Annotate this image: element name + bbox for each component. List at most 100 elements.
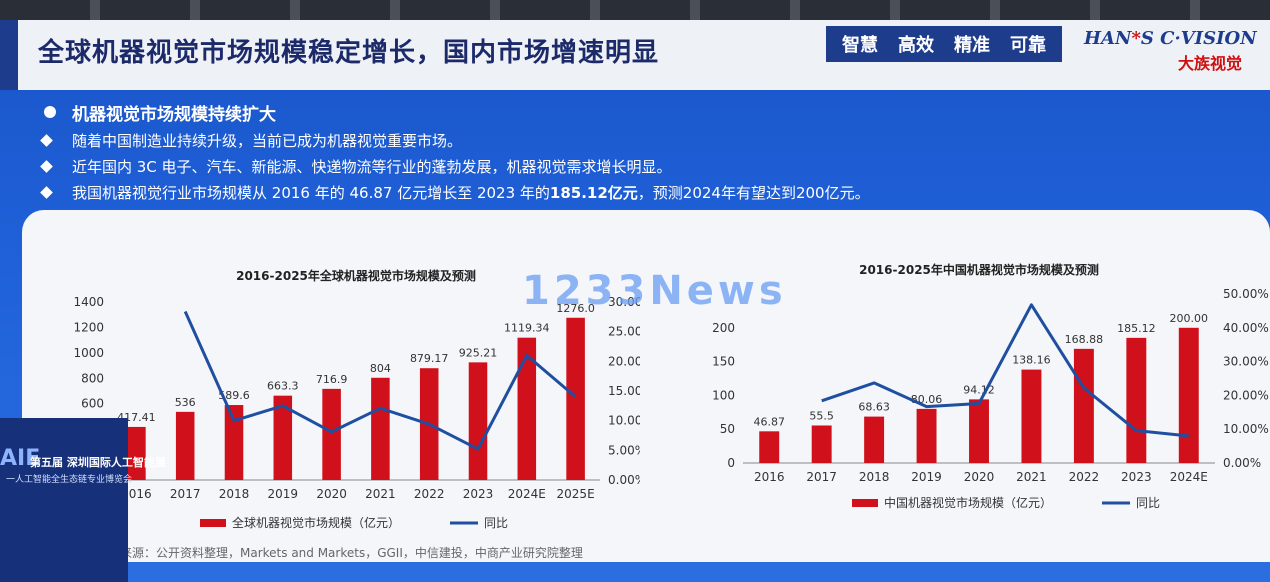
bullet-3-c: ，预测2024年有望达到200亿元。 <box>637 184 870 202</box>
global-market-chart: 2016-2025年全球机器视觉市场规模及预测 600 800 1000 1200 140… <box>73 268 640 530</box>
left-axis-tick: 100 <box>712 388 735 402</box>
bar <box>864 416 885 463</box>
x-axis-tick: 2019 <box>268 487 299 501</box>
bar <box>916 408 937 463</box>
bullet-2: 近年国内 3C 电子、汽车、新能源、快递物流等行业的蓬勃发展，机器视觉需求增长明… <box>36 156 870 182</box>
top-frame <box>0 0 1270 20</box>
bar-data-label: 716.9 <box>316 373 348 386</box>
bar-data-label: 925.21 <box>459 346 498 359</box>
x-axis-tick: 2020 <box>964 470 995 484</box>
header-stripe <box>0 20 18 90</box>
x-axis-tick: 2021 <box>365 487 396 501</box>
expo-subtitle: 一人工智能全生态链专业博览会 <box>6 475 133 485</box>
expo-logo: AIE <box>0 446 41 471</box>
bar <box>322 388 341 480</box>
bar-data-label: 168.88 <box>1065 333 1104 346</box>
bullet-list: 机器视觉市场规模持续扩大 随着中国制造业持续升级，当前已成为机器视觉重要市场。 … <box>36 100 870 208</box>
bar <box>566 317 585 480</box>
left-axis-tick: 0 <box>727 456 735 470</box>
source-note: 来源：公开资料整理，Markets and Markets，GGII，中信建投，… <box>120 546 583 560</box>
right-axis-tick: 40.00% <box>1223 321 1269 335</box>
x-axis-tick: 2020 <box>316 487 347 501</box>
chart-title: 2016-2025年中国机器视觉市场规模及预测 <box>859 262 1099 277</box>
left-axis-tick: 1400 <box>73 295 104 309</box>
x-axis-tick: 2022 <box>414 487 445 501</box>
bar <box>1021 369 1042 463</box>
bar-data-label: 1276.0 <box>556 302 595 315</box>
bar-data-label: 68.63 <box>858 401 890 414</box>
bar <box>969 399 989 463</box>
x-axis-tick: 2022 <box>1069 470 1100 484</box>
right-axis-tick: 10.00% <box>608 414 640 428</box>
bar-data-label: 80.06 <box>911 393 943 406</box>
legend-bar-label: 中国机器视觉市场规模（亿元） <box>884 495 1052 510</box>
slide-header: 全球机器视觉市场规模稳定增长，国内市场增速明显 智慧 高效 精准 可靠 HAN*… <box>0 20 1270 90</box>
left-axis-tick: 800 <box>81 371 104 385</box>
bar <box>224 405 244 480</box>
right-axis-tick: 0.00% <box>608 473 640 487</box>
bullet-1: 随着中国制造业持续升级，当前已成为机器视觉重要市场。 <box>36 130 870 156</box>
bar-data-label: 879.17 <box>410 352 449 365</box>
right-axis-tick: 30.00% <box>1223 355 1269 369</box>
tag-2: 高效 <box>898 35 934 56</box>
bar <box>468 362 488 480</box>
bullet-heading: 机器视觉市场规模持续扩大 <box>36 100 870 130</box>
bar <box>371 377 390 480</box>
bar-data-label: 1119.34 <box>504 322 550 335</box>
x-axis-tick: 2017 <box>806 470 837 484</box>
bar <box>1126 337 1147 463</box>
bar-data-label: 589.6 <box>218 389 250 402</box>
left-axis-tick: 50 <box>720 422 735 436</box>
brand-logo-cn: 大族视觉 <box>1178 54 1243 73</box>
bar-data-label: 804 <box>370 362 391 375</box>
tag-3: 精准 <box>954 35 990 56</box>
x-axis-tick: 2024E <box>1170 470 1208 484</box>
bullet-3-highlight: 185.12亿元 <box>549 184 638 202</box>
x-axis-tick: 2016 <box>121 487 152 501</box>
yoy-line <box>821 303 1189 438</box>
legend-line-label: 同比 <box>484 516 508 530</box>
x-axis-tick: 2025E <box>557 487 595 501</box>
bar <box>811 425 832 463</box>
right-axis-tick: 10.00% <box>1223 422 1269 436</box>
bullet-3: 我国机器视觉行业市场规模从 2016 年的 46.87 亿元增长至 2023 年… <box>36 182 870 208</box>
right-axis-tick: 30.00% <box>608 295 640 309</box>
logo-text-b: S C·VISION <box>1140 28 1257 49</box>
left-axis-tick: 200 <box>712 321 735 335</box>
x-axis-tick: 2024E <box>508 487 546 501</box>
left-axis-tick: 1200 <box>73 320 104 334</box>
legend-bar-swatch <box>852 499 878 507</box>
bar-data-label: 185.12 <box>1117 322 1156 335</box>
x-axis-tick: 2017 <box>170 487 201 501</box>
bar <box>273 395 293 480</box>
right-axis-tick: 5.00% <box>608 443 640 457</box>
tag-4: 可靠 <box>1010 35 1046 56</box>
x-axis-tick: 2018 <box>859 470 890 484</box>
x-axis-tick: 2023 <box>463 487 494 501</box>
bar <box>517 337 537 480</box>
x-axis-tick: 2016 <box>754 470 785 484</box>
right-axis-tick: 0.00% <box>1223 456 1261 470</box>
star-icon: * <box>1131 28 1141 49</box>
bar <box>175 411 195 480</box>
china-market-chart: 2016-2025年中国机器视觉市场规模及预测 0 50 100 150 200 0.00%… <box>712 262 1269 510</box>
chart-panel <box>22 210 1270 562</box>
expo-title: 第五届 深圳国际人工智能展 <box>30 456 166 469</box>
left-axis-tick: 150 <box>712 355 735 369</box>
left-axis-tick: 600 <box>81 397 104 411</box>
right-axis-tick: 20.00% <box>608 354 640 368</box>
bullet-3-a: 我国机器视觉行业市场规模从 2016 年的 46.87 亿元增长至 2023 年… <box>72 184 550 202</box>
legend-bar-label: 全球机器视觉市场规模（亿元） <box>232 515 400 530</box>
left-axis-tick: 1000 <box>73 346 104 360</box>
bar <box>759 431 780 463</box>
x-axis-tick: 2018 <box>219 487 250 501</box>
x-axis-tick: 2021 <box>1016 470 1047 484</box>
logo-text-a: HAN <box>1084 28 1132 49</box>
bar-data-label: 536 <box>175 396 196 409</box>
chart-title: 2016-2025年全球机器视觉市场规模及预测 <box>236 268 476 283</box>
bar <box>1178 327 1199 463</box>
bar-data-label: 200.00 <box>1170 312 1209 325</box>
tag-1: 智慧 <box>842 35 878 56</box>
expo-badge: AIE 第五届 深圳国际人工智能展 一人工智能全生态链专业博览会 <box>0 418 166 582</box>
bar <box>127 426 146 480</box>
